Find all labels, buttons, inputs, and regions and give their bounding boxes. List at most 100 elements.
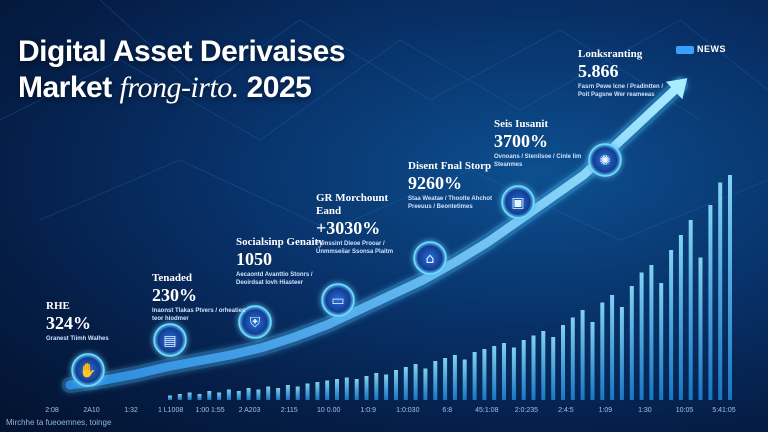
bar bbox=[600, 302, 605, 400]
x-tick-label: 1:0:030 bbox=[396, 407, 419, 414]
bar bbox=[669, 250, 674, 400]
house-icon: ⌂ bbox=[426, 251, 435, 267]
milestone-label: Lonksranting 5.866 Fasrn Pewe Icne / Pradi… bbox=[578, 48, 674, 99]
milestone-node bbox=[501, 185, 535, 219]
x-tick-label: 2:115 bbox=[281, 407, 298, 414]
milestone-value: 324% bbox=[46, 313, 91, 333]
bar bbox=[590, 322, 595, 400]
x-tick-label: 2:0:235 bbox=[515, 407, 538, 414]
bar bbox=[502, 343, 506, 400]
milestone-subtext: Granest Tiimh Walhes bbox=[46, 336, 109, 342]
x-tick-label: 2:4:5 bbox=[558, 407, 574, 414]
x-tick-label: 1:32 bbox=[124, 407, 138, 414]
bar bbox=[492, 346, 497, 400]
title-line-2-italic: frong-irto. bbox=[119, 71, 240, 104]
bar bbox=[688, 220, 693, 400]
bar bbox=[168, 395, 172, 400]
network-lines bbox=[0, 0, 768, 241]
bar bbox=[207, 391, 212, 400]
milestone-node bbox=[71, 353, 105, 387]
bar bbox=[472, 352, 477, 400]
milestone-subtext: Staa Weatae / Thoolte Ahchot Preeuus / B… bbox=[408, 196, 493, 210]
logo-mark-icon bbox=[676, 45, 694, 54]
bar bbox=[718, 182, 723, 400]
shield-icon: ⛨ bbox=[250, 315, 261, 331]
bar bbox=[433, 361, 438, 400]
milestone-title: Lonksranting bbox=[578, 48, 643, 60]
milestone-label: Socialsinp Genaity 1050 Aecaontd Avanttio … bbox=[236, 236, 332, 287]
bar bbox=[285, 385, 290, 400]
bar bbox=[521, 340, 526, 400]
logo-text: NEWS bbox=[697, 44, 726, 54]
bar bbox=[335, 379, 339, 400]
milestone-subtext: Fasrn Pewe Icne / Pradintten / Poit Pags… bbox=[578, 84, 664, 98]
bar bbox=[541, 331, 546, 400]
milestone-title: GR Morchount Eand bbox=[316, 192, 389, 217]
bar bbox=[570, 317, 575, 400]
bar bbox=[531, 335, 536, 400]
bar bbox=[482, 349, 487, 400]
wallet-icon: ▣ bbox=[511, 195, 524, 211]
bar bbox=[629, 286, 634, 400]
bar bbox=[295, 386, 300, 400]
milestone-title: Seis Iusanit bbox=[494, 118, 549, 130]
milestone-node bbox=[238, 305, 272, 339]
bar bbox=[659, 283, 664, 400]
x-tick-label: 45:1:08 bbox=[475, 407, 498, 414]
bar bbox=[728, 175, 732, 400]
milestone-value: 1050 bbox=[236, 249, 272, 269]
milestone-node bbox=[413, 241, 447, 275]
bar bbox=[551, 337, 556, 400]
bar bbox=[246, 388, 251, 400]
milestone-nodes: ✋ ▤ ⛨ ▭ ⌂ ▣ ✺ bbox=[71, 143, 622, 387]
milestone-value: +3030% bbox=[316, 218, 381, 238]
bar bbox=[384, 374, 389, 400]
hand-coin-icon: ✋ bbox=[79, 362, 96, 379]
milestone-title: Tenaded bbox=[152, 272, 192, 284]
bar bbox=[217, 392, 222, 400]
milestone-title: Disent Fnal Storp bbox=[408, 160, 492, 172]
milestone-label: Seis Iusanit 3700% Ovnoans / Stenilsoe / C… bbox=[494, 118, 590, 169]
x-tick-label: 1:00 1:55 bbox=[195, 407, 224, 414]
brand-logo: NEWS bbox=[676, 44, 726, 54]
bar bbox=[344, 377, 349, 400]
x-tick-label: 1 L1008 bbox=[158, 407, 183, 414]
bar bbox=[325, 380, 330, 400]
x-tick-label: 10:05 bbox=[676, 407, 694, 414]
x-tick-label: 2:08 bbox=[45, 407, 59, 414]
x-tick-label: 2A10 bbox=[83, 407, 99, 414]
bar bbox=[698, 257, 703, 400]
milestone-subtext: Aecaontd Avanttio Stonrs / Deoirdsat Iov… bbox=[236, 272, 313, 286]
title-line-2-prefix: Market bbox=[18, 71, 120, 104]
bar bbox=[610, 295, 615, 400]
chart-title: Digital Asset Derivaises Market frong-ir… bbox=[18, 34, 346, 106]
bar bbox=[177, 394, 182, 400]
bar bbox=[236, 391, 241, 400]
milestone-subtext: Ovnoans / Stenilsoe / Cinle Iim Steanmes bbox=[494, 154, 582, 168]
x-tick-label: 1:09 bbox=[599, 407, 613, 414]
bar bbox=[639, 272, 644, 400]
milestone-label: Tenaded 230% Inaonst Tlakas Ptvers / orhea… bbox=[152, 272, 248, 323]
bar bbox=[354, 379, 359, 400]
x-tick-label: 5:41:05 bbox=[712, 407, 735, 414]
bar bbox=[226, 389, 231, 400]
bar bbox=[678, 235, 683, 400]
title-line-1: Digital Asset Derivaises bbox=[18, 35, 346, 68]
bar bbox=[256, 389, 261, 400]
bar bbox=[708, 205, 713, 400]
bar bbox=[266, 386, 271, 400]
bar bbox=[374, 373, 379, 400]
x-axis-ticks: 2:08 2A10 1:32 1 L1008 1:00 1:55 2 A203 2:115 1… bbox=[45, 407, 736, 414]
bar bbox=[305, 383, 310, 400]
x-tick-label: 1:30 bbox=[638, 407, 652, 414]
trend-series bbox=[62, 77, 688, 393]
trend-arrowhead bbox=[665, 78, 688, 100]
bar bbox=[561, 325, 565, 400]
bar bbox=[452, 355, 457, 400]
bar bbox=[403, 367, 408, 400]
bar bbox=[619, 307, 624, 400]
milestone-subtext: Inaonst Tlakas Ptvers / orheaties teor h… bbox=[152, 308, 246, 322]
milestone-node bbox=[588, 143, 622, 177]
milestone-label: GR Morchount Eand +3030% Fsmssint Dleoe Pr… bbox=[316, 192, 412, 256]
